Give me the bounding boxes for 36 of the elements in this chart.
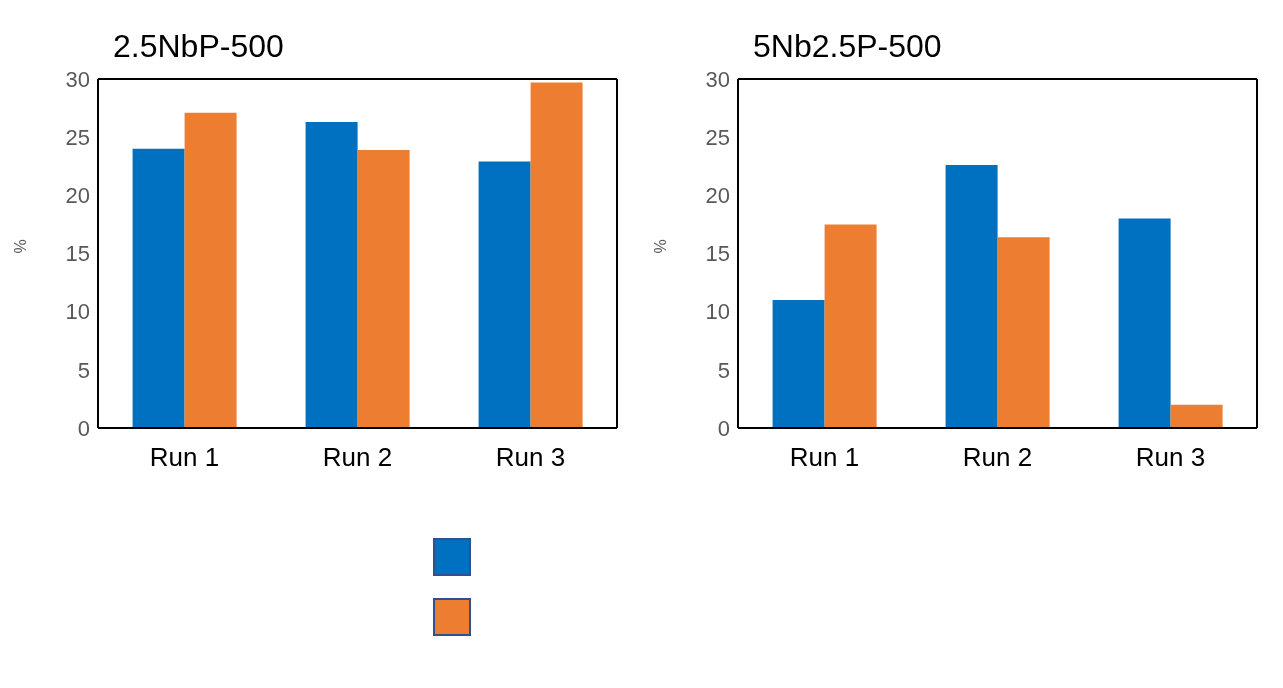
bar bbox=[772, 300, 825, 428]
bar bbox=[305, 122, 358, 428]
bar bbox=[478, 161, 531, 428]
bar bbox=[945, 165, 998, 428]
y-tick-label: 0 bbox=[717, 415, 730, 441]
y-tick-label: 25 bbox=[705, 124, 730, 150]
x-tick-label: Run 1 bbox=[149, 442, 220, 473]
bar bbox=[824, 224, 877, 428]
y-tick-label: 20 bbox=[705, 183, 730, 209]
y-tick-label: 15 bbox=[705, 241, 730, 267]
bar bbox=[357, 149, 410, 428]
y-axis-title: % bbox=[651, 239, 669, 254]
bar bbox=[530, 82, 583, 428]
y-tick-label: 10 bbox=[705, 299, 730, 325]
y-axis-title: % bbox=[11, 239, 29, 254]
y-tick-label: 25 bbox=[65, 124, 90, 150]
y-tick-label: 20 bbox=[65, 183, 90, 209]
bar bbox=[132, 148, 185, 428]
y-tick-label: 15 bbox=[65, 241, 90, 267]
x-tick-label: Run 1 bbox=[789, 442, 860, 473]
bar bbox=[184, 112, 237, 428]
chart-title: 5Nb2.5P-500 bbox=[753, 28, 942, 65]
y-tick-label: 30 bbox=[65, 66, 90, 92]
bar bbox=[1118, 218, 1171, 428]
y-tick-label: 10 bbox=[65, 299, 90, 325]
x-tick-label: Run 3 bbox=[495, 442, 566, 473]
bar bbox=[1170, 404, 1223, 428]
y-tick-label: 30 bbox=[705, 66, 730, 92]
y-tick-label: 5 bbox=[717, 357, 730, 383]
y-tick-label: 5 bbox=[77, 357, 90, 383]
x-tick-label: Run 2 bbox=[962, 442, 1033, 473]
y-tick-label: 0 bbox=[77, 415, 90, 441]
bar bbox=[997, 237, 1050, 428]
x-tick-label: Run 3 bbox=[1135, 442, 1206, 473]
chart-title: 2.5NbP-500 bbox=[113, 28, 284, 65]
x-tick-label: Run 2 bbox=[322, 442, 393, 473]
